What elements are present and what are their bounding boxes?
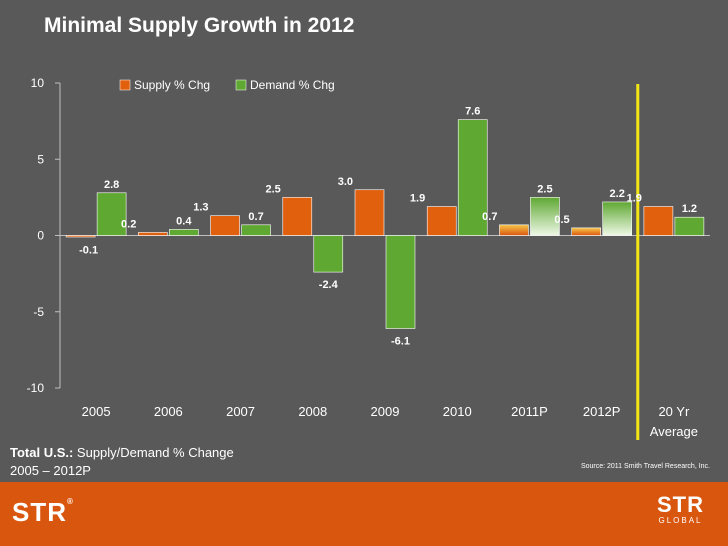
logo-right-sub: GLOBAL [658, 516, 703, 525]
y-tick-label: 5 [37, 152, 44, 166]
supply-bar-2008 [282, 197, 313, 236]
demand-label-2011p: 2.5 [537, 183, 552, 195]
demand-bar-2010 [457, 119, 488, 236]
str-logo-left: STR® [12, 497, 74, 528]
logo-left-mark: ® [67, 497, 74, 506]
subtitle-line2: 2005 – 2012P [10, 463, 91, 478]
demand-label-20-yr-average: 1.2 [682, 203, 697, 215]
footer-bar: STR® STR GLOBAL [0, 482, 728, 546]
supply-label-2007: 1.3 [193, 202, 208, 214]
subtitle-strong: Total U.S.: [10, 445, 74, 460]
supply-label-2011p: 0.7 [482, 211, 497, 223]
demand-bar-2005 [96, 192, 127, 236]
demand-label-2007: 0.7 [248, 211, 263, 223]
supply-bar-20-yr-average [643, 206, 674, 236]
supply-label-20-yr-average: 1.9 [627, 193, 642, 205]
supply-label-2009: 3.0 [338, 176, 353, 188]
supply-bar-2011p [499, 224, 529, 236]
logo-left-text: STR [12, 497, 67, 527]
supply-bar-2010 [426, 206, 457, 236]
demand-label-2006: 0.4 [176, 215, 192, 227]
supply-bar-2007 [210, 215, 240, 236]
x-tick-label: 2008 [298, 404, 327, 419]
x-tick-label: 2009 [371, 404, 400, 419]
demand-label-2005: 2.8 [104, 179, 119, 191]
supply-label-2012p: 0.5 [554, 214, 569, 226]
supply-label-2006: 0.2 [121, 218, 136, 230]
x-tick-label: 2010 [443, 404, 472, 419]
supply-bar-2012p [571, 227, 601, 236]
demand-bar-2012p [602, 201, 632, 236]
demand-bar-2006 [169, 229, 199, 236]
supply-bar-2006 [138, 232, 168, 236]
supply-label-2010: 1.9 [410, 193, 425, 205]
legend-swatch-0 [119, 79, 131, 91]
y-tick-label: -5 [33, 305, 44, 319]
chart-title: Minimal Supply Growth in 2012 [44, 14, 355, 37]
demand-bar-2008 [313, 235, 344, 273]
legend-label-1: Demand % Chg [250, 78, 335, 92]
chart-subtitle: Total U.S.: Supply/Demand % Change 2005 … [10, 444, 234, 480]
bar-chart: 10 5 0 -5 -10 -0.1 2.8 2005 0.2 0.4 2006 1.3 0.7 200… [27, 76, 710, 440]
demand-label-2009: -6.1 [391, 336, 410, 348]
x-tick-label: 2006 [154, 404, 183, 419]
str-global-logo: STR GLOBAL [657, 492, 704, 526]
x-tick-label: 2012P [583, 404, 621, 419]
subtitle-line1: Supply/Demand % Change [73, 445, 234, 460]
supply-label-2005: -0.1 [79, 245, 98, 257]
demand-bar-2007 [241, 224, 271, 236]
demand-bar-2009 [385, 235, 416, 329]
x-tick-label: 2007 [226, 404, 255, 419]
x-tick-label-line2: Average [650, 424, 698, 439]
x-tick-label: 20 Yr [658, 404, 690, 419]
y-tick-label: -10 [27, 381, 45, 395]
demand-label-2010: 7.6 [465, 106, 480, 118]
demand-label-2012p: 2.2 [610, 188, 625, 200]
supply-bar-2005 [65, 235, 96, 238]
x-tick-label: 2005 [82, 404, 111, 419]
demand-bar-20-yr-average [674, 216, 705, 236]
demand-label-2008: -2.4 [319, 279, 339, 291]
y-tick-label: 10 [31, 76, 45, 90]
logo-right-text: STR [657, 492, 704, 517]
y-tick-label: 0 [37, 229, 44, 243]
demand-bar-2011p [530, 197, 560, 236]
source-note: Source: 2011 Smith Travel Research, Inc. [580, 463, 710, 470]
legend-swatch-1 [235, 79, 247, 91]
supply-bar-2009 [354, 189, 385, 236]
x-tick-label: 2011P [511, 404, 548, 419]
legend-label-0: Supply % Chg [134, 78, 210, 92]
supply-label-2008: 2.5 [265, 183, 280, 195]
